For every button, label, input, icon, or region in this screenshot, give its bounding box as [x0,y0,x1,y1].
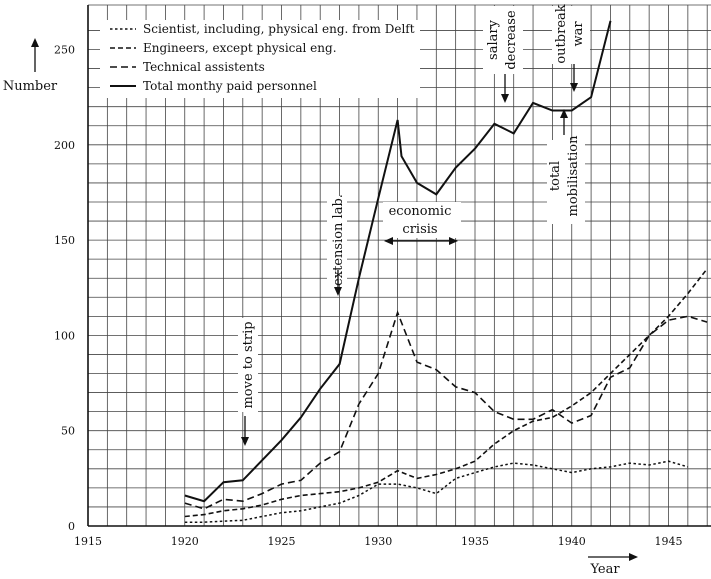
legend-background [100,20,420,98]
annotation-arrowhead [449,237,458,245]
chart-annotations: move to strip extension lab. economic crisi… [238,4,590,446]
y-tick-label: 50 [61,425,75,438]
annotation-arrowhead [501,94,509,103]
y-tick-label: 150 [54,234,75,247]
annotation-arrowhead [560,109,568,118]
series-line-3 [184,310,708,510]
x-tick-label: 1925 [268,535,296,548]
annotation-mobil-line2: mobilisation [566,135,581,217]
annotation-move-to-strip: move to strip [241,321,256,408]
annotation-salary-line1: salary [486,19,501,60]
y-tick-label: 200 [54,139,75,152]
series-line-1 [184,460,689,523]
x-tick-label: 1930 [364,535,392,548]
annotation-mobil-bg [547,140,585,224]
annotation-outbreak-line2: war [571,21,586,47]
annotation-salary-bg [483,6,523,74]
annotation-arrowhead [384,237,393,245]
legend-label-1: Scientist, including, physical eng. from… [143,22,415,36]
legend-label-4: Total monthy paid personnel [143,79,317,93]
annotation-extension-lab: extension lab. [331,194,346,286]
chart-axes: 0 50 100 150 200 250 1915 1920 1925 1930 1935 1940 1… [3,5,711,577]
y-axis-arrowhead [31,38,39,47]
legend-label-3: Technical assistents [143,60,265,74]
x-tick-label: 1945 [655,535,683,548]
annotation-crisis-line2: crisis [402,222,437,237]
chart-series [184,20,708,523]
x-tick-label: 1920 [171,535,199,548]
annotation-crisis-line1: economic [389,204,452,219]
annotation-outbreak-line1: outbreak [554,4,569,63]
y-tick-label: 100 [54,329,75,342]
annotation-outbreak-bg [552,6,590,64]
annotation-extension-bg [327,196,347,284]
annotation-mobil-line1: total [548,161,563,191]
annotation-salary-line2: decrease [504,10,519,70]
series-line-2 [184,268,708,518]
annotation-arrowhead [334,287,342,296]
annotation-move-bg [238,318,258,412]
y-axis-title: Number [3,79,58,94]
x-tick-label: 1935 [461,535,489,548]
x-tick-label: 1915 [74,535,102,548]
y-tick-label: 250 [54,44,75,57]
chart-legend: Scientist, including, physical eng. from… [100,20,420,98]
series-line-4 [184,20,612,503]
annotation-crisis-bg [383,202,461,238]
x-axis-title: Year [589,562,620,577]
annotation-arrowhead [570,83,578,92]
x-axis-arrowhead [629,553,638,561]
legend-label-2: Engineers, except physical eng. [143,41,337,55]
annotation-arrowhead [241,437,249,446]
y-tick-label: 0 [68,520,75,533]
x-tick-label: 1940 [558,535,586,548]
